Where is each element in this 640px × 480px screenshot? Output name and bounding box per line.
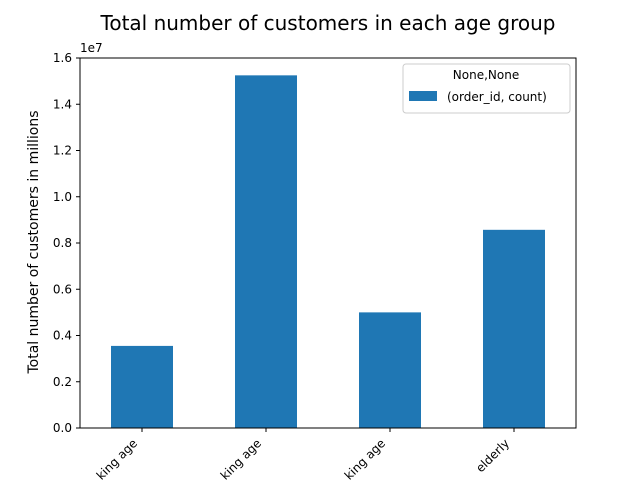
- bar: [359, 312, 421, 428]
- legend-title: None,None: [453, 68, 519, 82]
- legend-swatch: [409, 91, 437, 101]
- y-tick-label: 1.2: [53, 144, 72, 158]
- x-tick-label: ...king age: [86, 436, 141, 480]
- x-tick-label: elderly: [473, 436, 512, 475]
- y-tick-label: 1.4: [53, 97, 72, 111]
- y-axis-offset-text: 1e7: [80, 41, 103, 55]
- legend-box: [402, 63, 571, 114]
- y-tick-label: 0.8: [53, 236, 72, 250]
- y-axis-label: Total number of customers in millions: [26, 111, 42, 375]
- legend-entry-label: (order_id, count): [447, 90, 547, 104]
- plot-frame: [79, 57, 577, 429]
- y-tick-label: 0.0: [53, 421, 72, 435]
- legend: None,None (order_id, count): [402, 63, 571, 114]
- y-tick-label: 1.0: [53, 190, 72, 204]
- chart-title: Total number of customers in each age gr…: [100, 11, 556, 35]
- y-tick-label: 0.2: [53, 375, 72, 389]
- x-tick-label: ...king age: [210, 436, 265, 480]
- bar: [483, 229, 545, 428]
- y-tick-label: 1.6: [53, 51, 72, 65]
- bar: [235, 75, 297, 428]
- x-axis-ticks: ...king age ...king age ...king age elderly: [86, 428, 515, 480]
- x-tick-label: ...king age: [334, 436, 389, 480]
- y-tick-label: 0.6: [53, 282, 72, 296]
- y-tick-label: 0.4: [53, 329, 72, 343]
- bars: [111, 75, 545, 428]
- bar: [111, 345, 173, 428]
- y-axis-ticks: 0.0 0.2 0.4 0.6 0.8 1.0 1.2 1.4 1.6: [53, 51, 80, 435]
